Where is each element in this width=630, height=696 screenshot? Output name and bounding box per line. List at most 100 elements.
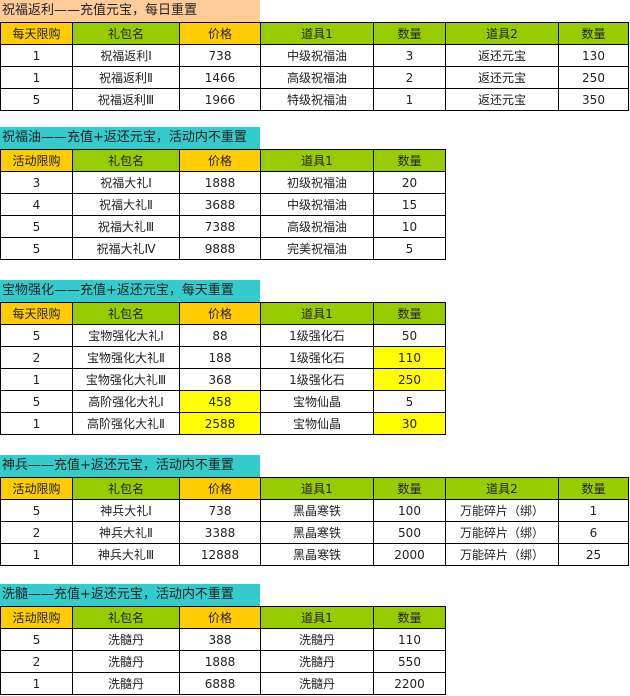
table-cell[interactable]: 2 bbox=[373, 66, 446, 89]
table-cell[interactable]: 1 bbox=[0, 44, 73, 67]
table-cell[interactable]: 1888 bbox=[179, 650, 261, 673]
table-cell[interactable]: 5 bbox=[0, 215, 73, 238]
table-cell[interactable]: 20 bbox=[373, 171, 446, 194]
table-cell[interactable]: 110 bbox=[373, 628, 446, 651]
table-cell[interactable]: 初级祝福油 bbox=[260, 171, 374, 194]
table-cell[interactable]: 250 bbox=[558, 66, 629, 89]
table-cell[interactable]: 黑晶寒铁 bbox=[260, 499, 374, 522]
table-cell[interactable]: 738 bbox=[179, 499, 261, 522]
column-header[interactable]: 礼包名 bbox=[72, 477, 180, 500]
table-cell[interactable]: 祝福大礼Ⅰ bbox=[72, 171, 180, 194]
table-cell[interactable]: 5 bbox=[373, 237, 446, 260]
column-header[interactable]: 价格 bbox=[179, 149, 261, 172]
column-header[interactable]: 道具1 bbox=[260, 22, 374, 45]
table-cell[interactable]: 100 bbox=[373, 499, 446, 522]
table-cell[interactable]: 15 bbox=[373, 193, 446, 216]
table-cell[interactable]: 3688 bbox=[179, 193, 261, 216]
table-cell[interactable]: 返还元宝 bbox=[445, 44, 559, 67]
table-cell[interactable]: 万能碎片（绑） bbox=[445, 543, 559, 566]
table-cell[interactable]: 黑晶寒铁 bbox=[260, 543, 374, 566]
table-cell[interactable]: 7388 bbox=[179, 215, 261, 238]
table-cell[interactable]: 高阶强化大礼Ⅱ bbox=[72, 412, 180, 435]
table-cell[interactable]: 6888 bbox=[179, 672, 261, 695]
table-cell[interactable]: 2 bbox=[0, 346, 73, 369]
table-cell[interactable]: 5 bbox=[0, 390, 73, 413]
column-header[interactable]: 礼包名 bbox=[72, 302, 180, 325]
column-header[interactable]: 数量 bbox=[558, 22, 629, 45]
table-cell[interactable]: 25 bbox=[558, 543, 629, 566]
table-cell[interactable]: 5 bbox=[0, 237, 73, 260]
table-cell[interactable]: 洗髓丹 bbox=[72, 628, 180, 651]
column-header[interactable]: 活动限购 bbox=[0, 477, 73, 500]
table-cell[interactable]: 1级强化石 bbox=[260, 324, 374, 347]
table-cell[interactable]: 3388 bbox=[179, 521, 261, 544]
column-header[interactable]: 活动限购 bbox=[0, 149, 73, 172]
column-header[interactable]: 每天限购 bbox=[0, 22, 73, 45]
table-cell[interactable]: 祝福返利Ⅲ bbox=[72, 88, 180, 111]
table-cell[interactable]: 2588 bbox=[179, 412, 261, 435]
table-cell[interactable]: 5 bbox=[0, 628, 73, 651]
table-cell[interactable]: 返还元宝 bbox=[445, 88, 559, 111]
table-cell[interactable]: 神兵大礼Ⅱ bbox=[72, 521, 180, 544]
table-cell[interactable]: 特级祝福油 bbox=[260, 88, 374, 111]
column-header[interactable]: 数量 bbox=[373, 302, 446, 325]
table-cell[interactable]: 1级强化石 bbox=[260, 346, 374, 369]
table-cell[interactable]: 2 bbox=[0, 521, 73, 544]
table-cell[interactable]: 洗髓丹 bbox=[260, 650, 374, 673]
table-cell[interactable]: 万能碎片（绑） bbox=[445, 521, 559, 544]
table-cell[interactable]: 188 bbox=[179, 346, 261, 369]
table-cell[interactable]: 4 bbox=[0, 193, 73, 216]
table-cell[interactable]: 宝物强化大礼Ⅲ bbox=[72, 368, 180, 391]
table-cell[interactable]: 1466 bbox=[179, 66, 261, 89]
column-header[interactable]: 道具2 bbox=[445, 22, 559, 45]
table-cell[interactable]: 洗髓丹 bbox=[260, 672, 374, 695]
table-cell[interactable]: 祝福大礼Ⅲ bbox=[72, 215, 180, 238]
table-cell[interactable]: 黑晶寒铁 bbox=[260, 521, 374, 544]
table-cell[interactable]: 2200 bbox=[373, 672, 446, 695]
table-cell[interactable]: 388 bbox=[179, 628, 261, 651]
table-cell[interactable]: 1888 bbox=[179, 171, 261, 194]
column-header[interactable]: 数量 bbox=[373, 606, 446, 629]
table-cell[interactable]: 洗髓丹 bbox=[260, 628, 374, 651]
table-cell[interactable]: 中级祝福油 bbox=[260, 44, 374, 67]
table-cell[interactable]: 中级祝福油 bbox=[260, 193, 374, 216]
column-header[interactable]: 数量 bbox=[373, 149, 446, 172]
column-header[interactable]: 道具2 bbox=[445, 477, 559, 500]
column-header[interactable]: 道具1 bbox=[260, 149, 374, 172]
table-cell[interactable]: 神兵大礼Ⅰ bbox=[72, 499, 180, 522]
table-cell[interactable]: 完美祝福油 bbox=[260, 237, 374, 260]
column-header[interactable]: 价格 bbox=[179, 606, 261, 629]
table-cell[interactable]: 宝物强化大礼Ⅰ bbox=[72, 324, 180, 347]
table-cell[interactable]: 10 bbox=[373, 215, 446, 238]
table-cell[interactable]: 3 bbox=[373, 44, 446, 67]
table-cell[interactable]: 高级祝福油 bbox=[260, 66, 374, 89]
table-cell[interactable]: 30 bbox=[373, 412, 446, 435]
table-cell[interactable]: 1 bbox=[558, 499, 629, 522]
table-cell[interactable]: 500 bbox=[373, 521, 446, 544]
table-cell[interactable]: 1 bbox=[0, 368, 73, 391]
column-header[interactable]: 道具1 bbox=[260, 302, 374, 325]
table-cell[interactable]: 2000 bbox=[373, 543, 446, 566]
column-header[interactable]: 价格 bbox=[179, 302, 261, 325]
table-cell[interactable]: 宝物强化大礼Ⅱ bbox=[72, 346, 180, 369]
table-cell[interactable]: 5 bbox=[0, 324, 73, 347]
table-cell[interactable]: 祝福大礼Ⅳ bbox=[72, 237, 180, 260]
column-header[interactable]: 礼包名 bbox=[72, 606, 180, 629]
table-cell[interactable]: 1 bbox=[0, 412, 73, 435]
table-cell[interactable]: 宝物仙晶 bbox=[260, 390, 374, 413]
column-header[interactable]: 价格 bbox=[179, 22, 261, 45]
table-cell[interactable]: 6 bbox=[558, 521, 629, 544]
table-cell[interactable]: 1966 bbox=[179, 88, 261, 111]
table-cell[interactable]: 万能碎片（绑） bbox=[445, 499, 559, 522]
table-cell[interactable]: 550 bbox=[373, 650, 446, 673]
column-header[interactable]: 活动限购 bbox=[0, 606, 73, 629]
table-cell[interactable]: 130 bbox=[558, 44, 629, 67]
table-cell[interactable]: 458 bbox=[179, 390, 261, 413]
table-cell[interactable]: 神兵大礼Ⅲ bbox=[72, 543, 180, 566]
table-cell[interactable]: 宝物仙晶 bbox=[260, 412, 374, 435]
table-cell[interactable]: 1 bbox=[0, 672, 73, 695]
table-cell[interactable]: 110 bbox=[373, 346, 446, 369]
column-header[interactable]: 道具1 bbox=[260, 606, 374, 629]
table-cell[interactable]: 祝福返利Ⅰ bbox=[72, 44, 180, 67]
table-cell[interactable]: 5 bbox=[373, 390, 446, 413]
